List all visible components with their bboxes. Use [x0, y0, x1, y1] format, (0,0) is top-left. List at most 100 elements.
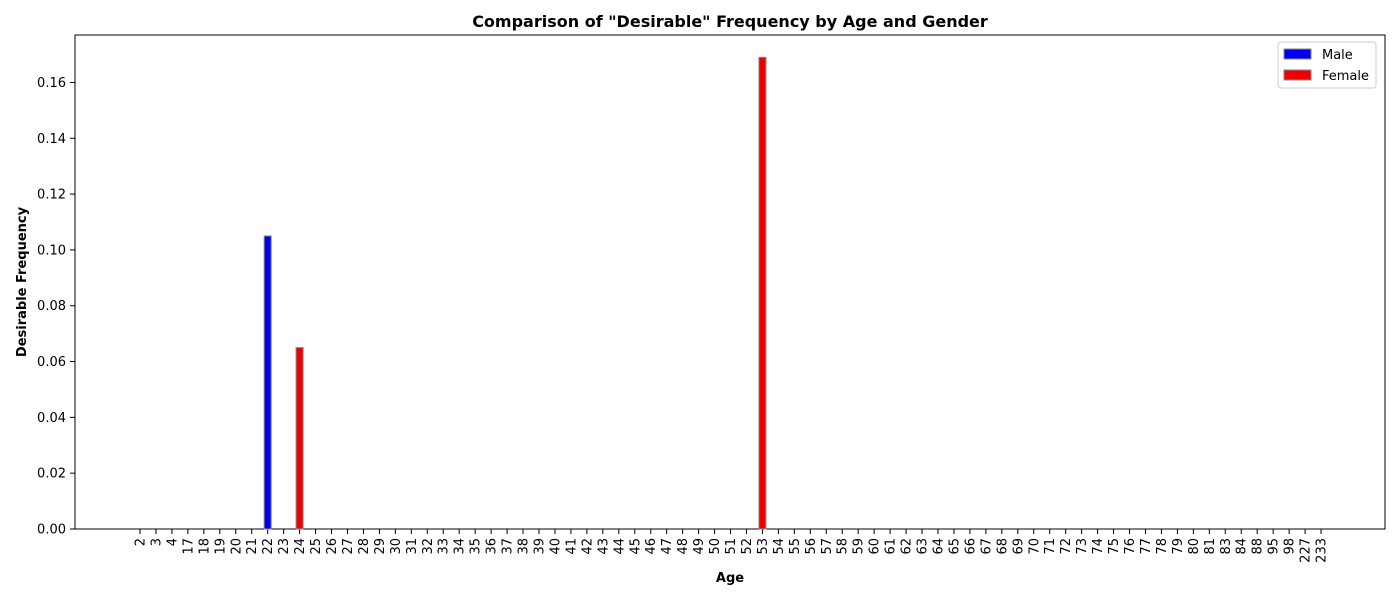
bars	[263, 56, 767, 530]
bar-male-22	[263, 235, 272, 530]
x-tick-label: 25	[309, 538, 324, 555]
x-tick-label: 80	[1187, 538, 1202, 555]
x-tick-label: 55	[788, 538, 803, 555]
x-tick-label: 2	[134, 538, 149, 546]
x-tick-label: 83	[1219, 538, 1234, 555]
x-tick-label: 22	[261, 538, 276, 555]
x-tick-label: 57	[820, 538, 835, 555]
x-tick-label: 67	[979, 538, 994, 555]
x-tick-label: 62	[900, 538, 915, 555]
x-tick-label: 71	[1043, 538, 1058, 555]
x-tick-label: 31	[405, 538, 420, 555]
x-tick-label: 34	[453, 538, 468, 555]
x-tick-label: 50	[708, 538, 723, 555]
x-tick-label: 36	[485, 538, 500, 555]
x-tick-label: 26	[325, 538, 340, 555]
x-tick-label: 44	[612, 538, 627, 555]
x-tick-label: 69	[1011, 538, 1026, 555]
x-tick-label: 75	[1107, 538, 1122, 555]
x-tick-label: 61	[884, 538, 899, 555]
x-tick-label: 73	[1075, 538, 1090, 555]
x-tick-label: 233	[1315, 538, 1330, 563]
x-tick-label: 29	[373, 538, 388, 555]
x-tick-label: 81	[1203, 538, 1218, 555]
x-tick-label: 35	[469, 538, 484, 555]
x-tick-label: 72	[1059, 538, 1074, 555]
x-tick-label: 54	[772, 538, 787, 555]
y-tick-label: 0.14	[37, 132, 66, 147]
x-tick-label: 63	[916, 538, 931, 555]
x-tick-label: 20	[229, 538, 244, 555]
y-tick-label: 0.12	[37, 188, 66, 203]
x-tick-label: 51	[724, 538, 739, 555]
x-tick-label: 58	[836, 538, 851, 555]
x-tick-label: 27	[341, 538, 356, 555]
y-tick-label: 0.04	[37, 411, 66, 426]
x-tick-label: 79	[1171, 538, 1186, 555]
x-tick-label: 60	[868, 538, 883, 555]
x-tick-label: 24	[293, 538, 308, 555]
x-tick-label: 78	[1155, 538, 1170, 555]
x-tick-label: 49	[692, 538, 707, 555]
x-tick-label: 70	[1027, 538, 1042, 555]
x-tick-label: 38	[517, 538, 532, 555]
x-tick-label: 53	[756, 538, 771, 555]
x-tick-label: 43	[596, 538, 611, 555]
bar-female-53	[758, 56, 767, 530]
legend: Male Female	[1277, 41, 1377, 89]
legend-swatch-male	[1283, 48, 1312, 60]
y-tick-label: 0.10	[37, 243, 66, 258]
x-tick-label: 3	[149, 538, 164, 546]
x-tick-label: 39	[533, 538, 548, 555]
x-tick-label: 95	[1267, 538, 1282, 555]
y-axis: 0.00 0.02 0.04 0.06 0.08 0.10 0.12 0.14 0.16	[37, 76, 75, 538]
x-tick-label: 77	[1139, 538, 1154, 555]
x-tick-label: 28	[357, 538, 372, 555]
x-tick-label: 23	[277, 538, 292, 555]
x-tick-label: 66	[963, 538, 978, 555]
x-tick-label: 46	[644, 538, 659, 555]
x-tick-label: 45	[628, 538, 643, 555]
x-axis-label: Age	[716, 571, 744, 586]
x-tick-label: 18	[197, 538, 212, 555]
y-tick-label: 0.02	[37, 467, 66, 482]
x-tick-label: 37	[501, 538, 516, 555]
y-tick-label: 0.00	[37, 523, 66, 538]
x-tick-label: 74	[1091, 538, 1106, 555]
x-tick-label: 19	[213, 538, 228, 555]
legend-label-male: Male	[1322, 48, 1353, 63]
y-axis-label: Desirable Frequency	[15, 206, 30, 357]
x-tick-label: 68	[995, 538, 1010, 555]
y-tick-label: 0.08	[37, 299, 66, 314]
x-axis: 2 3 4 17 18 19 20 21 22 23 24 25 26 27 28 29 30 31 32 33 34 3…	[134, 529, 1330, 563]
y-tick-label: 0.16	[37, 76, 66, 91]
x-tick-label: 65	[947, 538, 962, 555]
x-tick-label: 48	[676, 538, 691, 555]
x-tick-label: 42	[580, 538, 595, 555]
plot-area	[74, 34, 1386, 530]
x-tick-label: 56	[804, 538, 819, 555]
x-tick-label: 4	[165, 538, 180, 546]
y-tick-label: 0.06	[37, 355, 66, 370]
x-tick-label: 32	[421, 538, 436, 555]
x-tick-label: 33	[437, 538, 452, 555]
x-tick-label: 76	[1123, 538, 1138, 555]
legend-label-female: Female	[1322, 69, 1369, 84]
x-tick-label: 30	[389, 538, 404, 555]
x-tick-label: 59	[852, 538, 867, 555]
chart-title: Comparison of "Desirable" Frequency by A…	[472, 12, 988, 31]
x-tick-label: 47	[660, 538, 675, 555]
x-tick-label: 98	[1283, 538, 1298, 555]
x-tick-label: 52	[740, 538, 755, 555]
x-tick-label: 84	[1235, 538, 1250, 555]
x-tick-label: 227	[1299, 538, 1314, 563]
x-tick-label: 64	[932, 538, 947, 555]
legend-swatch-female	[1283, 69, 1312, 81]
x-tick-label: 21	[245, 538, 260, 555]
x-tick-label: 40	[548, 538, 563, 555]
x-tick-label: 41	[564, 538, 579, 555]
x-tick-label: 17	[181, 538, 196, 555]
x-tick-label: 88	[1251, 538, 1266, 555]
bar-female-24	[295, 347, 304, 530]
